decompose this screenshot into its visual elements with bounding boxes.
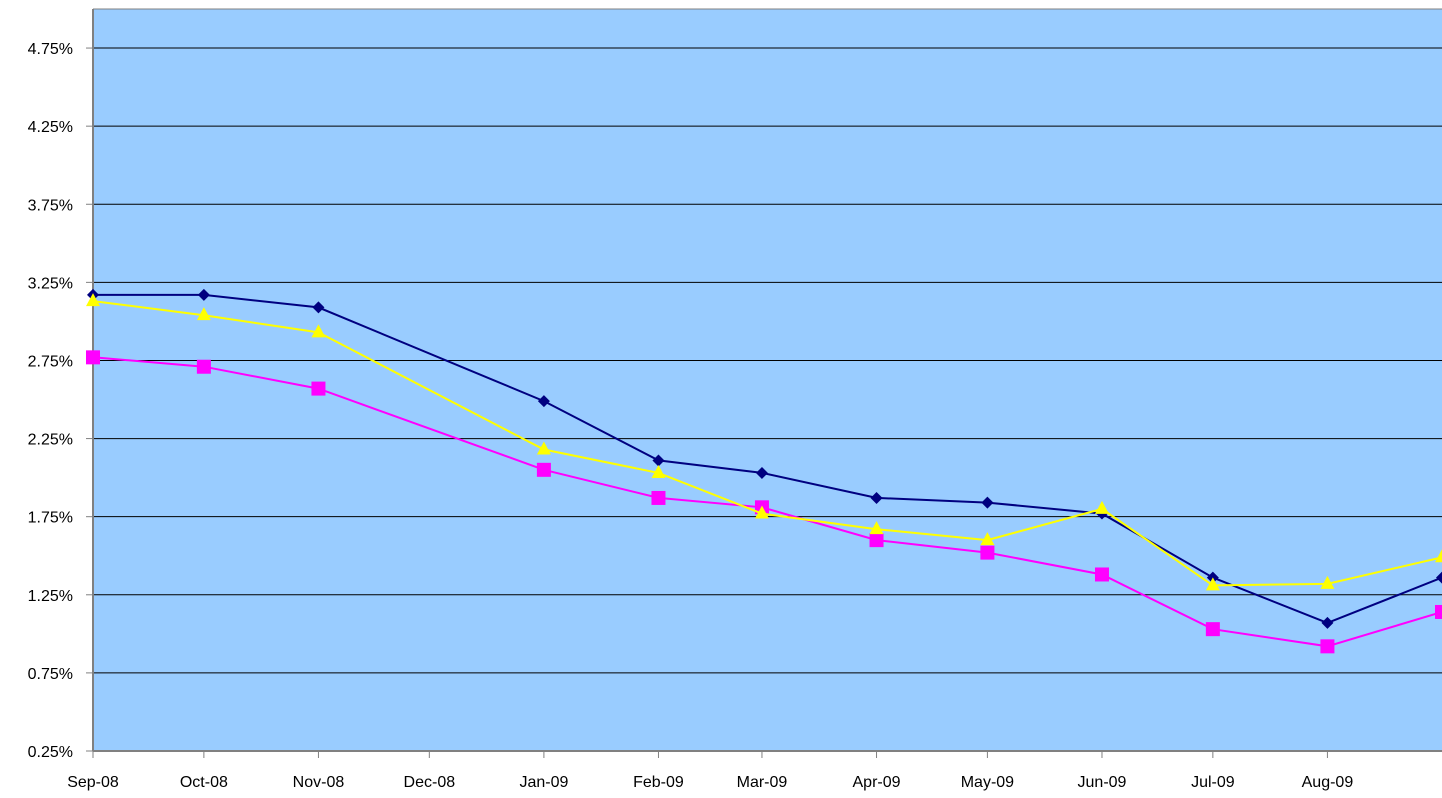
data-point xyxy=(536,462,551,477)
data-point xyxy=(755,466,768,479)
series-2 xyxy=(86,350,1442,654)
y-tick-label: 0.25% xyxy=(28,744,73,761)
y-axis-tick-labels: 0.25% 0.75% 1.25% 1.75% 2.25% 2.75% 3.25% 3.75%… xyxy=(28,41,73,761)
data-point xyxy=(1435,549,1442,563)
x-tick-label: Aug-09 xyxy=(1302,774,1354,791)
data-point xyxy=(537,395,550,408)
data-point xyxy=(754,505,769,519)
x-tick-label: Oct-08 xyxy=(180,774,228,791)
series-line xyxy=(92,300,1442,587)
data-point xyxy=(1205,577,1220,591)
data-point xyxy=(1435,604,1442,619)
data-point xyxy=(536,441,551,455)
y-tick-label: 4.25% xyxy=(28,119,73,136)
axes xyxy=(86,8,1442,758)
y-tick-label: 0.75% xyxy=(28,666,73,683)
x-tick-label: Jan-09 xyxy=(519,774,568,791)
x-tick-label: Mar-09 xyxy=(737,774,788,791)
gridlines xyxy=(93,47,1442,674)
data-point xyxy=(652,454,665,467)
data-point xyxy=(1436,571,1442,584)
y-tick-label: 2.75% xyxy=(28,353,73,370)
data-point xyxy=(311,324,326,338)
data-point xyxy=(86,350,100,365)
x-tick-label: Apr-09 xyxy=(853,774,901,791)
y-tick-label: 2.25% xyxy=(28,432,73,449)
data-point xyxy=(869,533,884,548)
data-point xyxy=(196,359,211,374)
x-tick-label: Sep-08 xyxy=(67,774,119,791)
x-tick-label: Dec-08 xyxy=(404,774,456,791)
data-point xyxy=(86,293,100,307)
y-tick-label: 4.75% xyxy=(28,41,73,58)
plot-area xyxy=(93,9,1442,751)
x-tick-label: Jul-09 xyxy=(1191,774,1235,791)
series-line xyxy=(92,356,1442,648)
data-point xyxy=(311,381,326,396)
data-point xyxy=(312,301,325,314)
data-point xyxy=(1094,500,1109,514)
x-axis-tick-labels: Sep-08 Oct-08 Nov-08 Dec-08 Jan-09 Feb-09 Mar-… xyxy=(67,774,1353,791)
data-point xyxy=(1320,639,1335,654)
data-point xyxy=(981,496,994,509)
data-point xyxy=(1320,575,1335,589)
data-point xyxy=(1321,616,1334,629)
data-point xyxy=(651,464,666,478)
data-point xyxy=(1205,622,1220,637)
x-tick-label: Nov-08 xyxy=(293,774,345,791)
data-point xyxy=(197,288,210,301)
data-point xyxy=(870,491,883,504)
data-point xyxy=(1094,567,1109,582)
data-point xyxy=(869,521,884,535)
y-tick-label: 1.25% xyxy=(28,588,73,605)
data-point xyxy=(980,545,995,560)
series-3 xyxy=(86,293,1442,591)
y-tick-label: 1.75% xyxy=(28,510,73,527)
y-tick-label: 3.25% xyxy=(28,275,73,292)
data-point xyxy=(196,307,211,321)
data-point xyxy=(980,532,995,546)
y-tick-label: 3.75% xyxy=(28,197,73,214)
x-tick-label: Jun-09 xyxy=(1078,774,1127,791)
data-point xyxy=(651,490,666,505)
x-tick-label: May-09 xyxy=(961,774,1014,791)
x-tick-label: Feb-09 xyxy=(633,774,684,791)
series-layer xyxy=(86,288,1442,654)
